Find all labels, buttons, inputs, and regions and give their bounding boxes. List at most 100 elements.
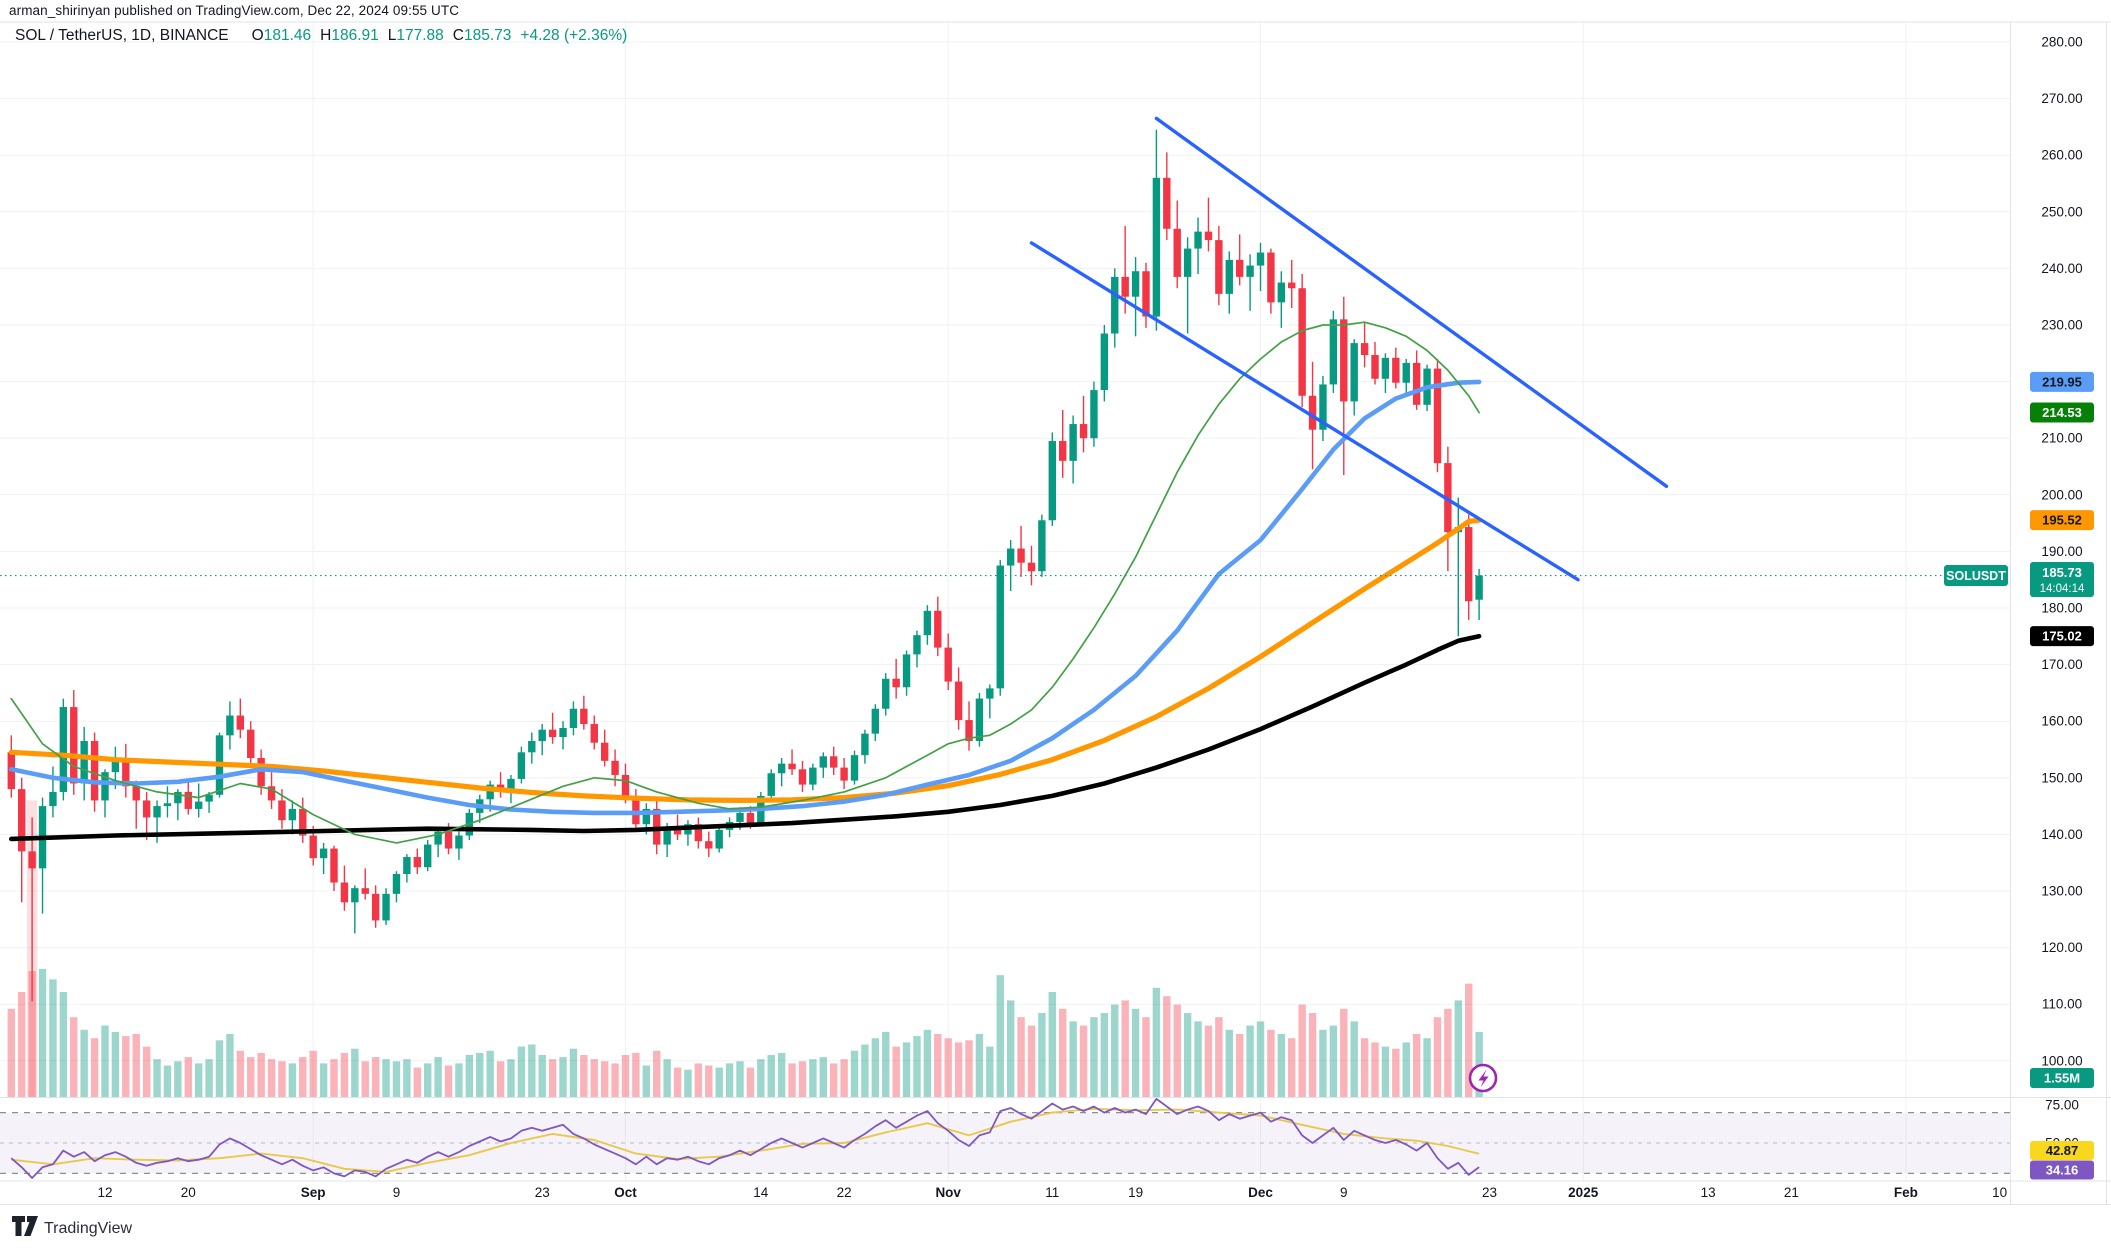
- ma-line-green: [10, 321, 1480, 844]
- candle-body: [1100, 333, 1109, 391]
- trendline[interactable]: [1029, 241, 1580, 582]
- volume-bar: [757, 1059, 765, 1097]
- volume-bar: [819, 1057, 827, 1097]
- time-tick[interactable]: 23: [1482, 1185, 1497, 1200]
- volume-bar: [871, 1038, 880, 1097]
- candle-body: [923, 610, 932, 636]
- candle-body: [705, 841, 713, 849]
- price-tick: 210.00: [2041, 431, 2082, 446]
- volume-bar: [90, 1038, 99, 1097]
- price-tick: 280.00: [2041, 35, 2082, 50]
- time-tick[interactable]: 21: [1784, 1185, 1799, 1200]
- volume-bar: [559, 1057, 567, 1097]
- volume-bar: [653, 1050, 661, 1097]
- volume-bar: [1256, 1021, 1265, 1097]
- candles: [7, 129, 1483, 1002]
- time-tick[interactable]: Nov: [935, 1185, 961, 1200]
- symbol-legend[interactable]: SOL / TetherUS, 1D, BINANCE O181.46 H186.9…: [15, 27, 627, 45]
- time-tick[interactable]: 10: [1992, 1185, 2007, 1200]
- volume-bar: [1069, 1021, 1077, 1097]
- volume-bar: [163, 1065, 172, 1097]
- trendline[interactable]: [1154, 116, 1669, 489]
- rsi-pane[interactable]: [0, 1098, 2010, 1179]
- candle-body: [371, 893, 380, 921]
- candle-body: [1048, 441, 1056, 521]
- candle-body: [153, 806, 161, 818]
- time-tick[interactable]: 13: [1701, 1185, 1716, 1200]
- ma-axis-label-text: 175.02: [2042, 629, 2082, 644]
- price-axis[interactable]: 280.00 270.00 260.00 250.00 240.00 230.00 210.…: [2041, 35, 2082, 1151]
- open-value: 181.46: [263, 27, 312, 44]
- time-tick[interactable]: Dec: [1248, 1185, 1273, 1200]
- volume-bar: [122, 1036, 130, 1097]
- candle-body: [299, 808, 307, 836]
- volume-bar: [1215, 1017, 1223, 1097]
- candle-body: [850, 755, 859, 781]
- candle-body: [1225, 259, 1233, 294]
- price-tick: 270.00: [2041, 91, 2082, 106]
- candle-body: [548, 729, 557, 738]
- candle-body: [1360, 343, 1369, 355]
- tradingview-logo[interactable]: TradingView: [12, 1216, 132, 1237]
- time-tick[interactable]: 2025: [1568, 1185, 1599, 1200]
- trendlines[interactable]: [1029, 116, 1669, 582]
- volume-bar: [1173, 1004, 1181, 1097]
- volume-bar: [486, 1050, 494, 1097]
- rsi-ma-label-text: 42.87: [2046, 1143, 2079, 1158]
- time-tick[interactable]: 11: [1045, 1185, 1059, 1200]
- volume-bar: [1392, 1048, 1400, 1097]
- price-tick: 200.00: [2041, 487, 2082, 502]
- volume-bar: [840, 1059, 848, 1097]
- candle-body: [715, 829, 723, 849]
- volume-bar: [642, 1065, 651, 1097]
- candle-body: [288, 808, 297, 821]
- candle-body: [1340, 319, 1348, 402]
- volume-bar: [476, 1052, 484, 1097]
- candle-body: [694, 824, 703, 842]
- candle-body: [954, 681, 963, 721]
- candle-body: [746, 812, 755, 824]
- volume-bar: [132, 1034, 140, 1097]
- time-tick[interactable]: 9: [393, 1185, 401, 1200]
- volume-bar: [1433, 1017, 1442, 1097]
- volume-bar: [59, 992, 68, 1097]
- candle-body: [871, 708, 880, 734]
- time-tick[interactable]: 20: [181, 1185, 196, 1200]
- volume-bar: [663, 1059, 671, 1097]
- volume-bar: [694, 1063, 703, 1097]
- volume-bar: [247, 1057, 255, 1097]
- volume-bar: [725, 1063, 734, 1097]
- time-tick[interactable]: 14: [753, 1185, 769, 1200]
- candle-body: [163, 803, 172, 807]
- time-tick[interactable]: Feb: [1894, 1185, 1918, 1200]
- volume-bar: [1277, 1034, 1286, 1097]
- time-axis[interactable]: 12 20 Sep 9 23 Oct 14 22 Nov 11 19 Dec 9 23 2025 13 21 Fe…: [97, 1185, 2007, 1200]
- time-tick[interactable]: Oct: [614, 1185, 637, 1200]
- candle-body: [413, 857, 421, 868]
- boost-lightning-button[interactable]: [1468, 1063, 1498, 1093]
- candle-body: [1090, 390, 1098, 439]
- volume-bar: [382, 1059, 390, 1097]
- price-tick: 120.00: [2041, 940, 2082, 955]
- time-tick[interactable]: 23: [535, 1185, 550, 1200]
- indicator-axis-labels: 219.95 214.53 195.52 175.02: [2030, 371, 2094, 647]
- volume-bar: [278, 1061, 286, 1097]
- candle-body: [1371, 354, 1379, 379]
- volume-bar: [1371, 1042, 1379, 1097]
- time-tick[interactable]: 19: [1128, 1185, 1143, 1200]
- time-tick[interactable]: 9: [1340, 1185, 1348, 1200]
- candle-body: [569, 708, 578, 728]
- candle-body: [777, 763, 786, 774]
- volume-bar: [517, 1046, 526, 1097]
- current-price-text: 185.73: [2042, 565, 2082, 580]
- price-tick: 110.00: [2042, 997, 2082, 1012]
- current-price-label: 185.73 14:04:14: [2030, 562, 2094, 597]
- time-tick[interactable]: Sep: [301, 1185, 326, 1200]
- volume-bar: [590, 1059, 598, 1097]
- candle-body: [194, 801, 203, 809]
- volume-bar: [38, 968, 47, 1097]
- time-tick[interactable]: 22: [837, 1185, 852, 1200]
- candle-body: [340, 882, 349, 903]
- time-tick[interactable]: 12: [97, 1185, 112, 1200]
